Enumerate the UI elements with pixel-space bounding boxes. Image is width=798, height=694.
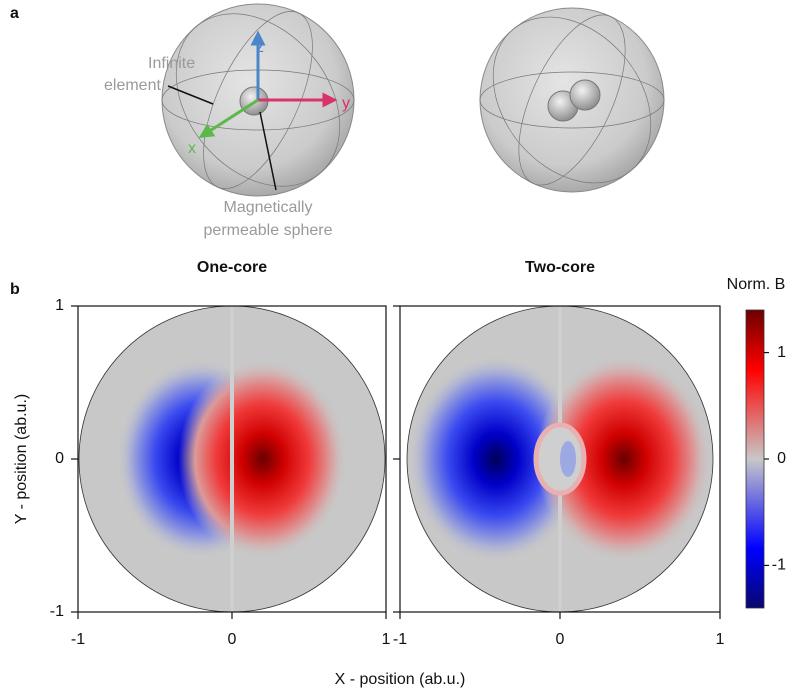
- colorbar-tick-label: 1: [777, 344, 786, 361]
- colorbar-tick-label: -1: [772, 557, 786, 574]
- x-tick-label: 0: [228, 631, 237, 648]
- y-tick-label: -1: [50, 603, 64, 620]
- x-axis-label: X - position (ab.u.): [335, 671, 466, 688]
- figure: a z y x Infinite element Magnetically pe…: [0, 0, 798, 694]
- axis-name: x: [188, 140, 196, 157]
- y-axis-label: Y - position (ab.u.): [13, 394, 30, 524]
- x-tick-label: 0: [556, 631, 565, 648]
- panel-label: a: [10, 5, 19, 22]
- x-tick-label: 1: [716, 631, 725, 648]
- colorbar-tick-label: 0: [777, 450, 786, 467]
- annotation: Magnetically: [224, 199, 313, 216]
- sphere-one: [143, 0, 374, 219]
- field-map: [407, 306, 713, 612]
- colorbar: [746, 310, 764, 608]
- core-field: [560, 441, 576, 477]
- axis-name: z: [256, 39, 264, 56]
- annotation: Infinite: [148, 55, 195, 72]
- x-tick-label: -1: [71, 631, 85, 648]
- x-tick-label: -1: [393, 631, 407, 648]
- field-zero: [230, 306, 234, 612]
- y-tick-label: 0: [55, 450, 64, 467]
- field-map: [79, 306, 385, 612]
- plot-title: One-core: [197, 259, 267, 276]
- colorbar-title: Norm. B: [727, 276, 786, 293]
- plot-title: Two-core: [525, 259, 595, 276]
- x-tick-label: 1: [382, 631, 391, 648]
- sphere-two: [461, 0, 683, 214]
- axis-name: y: [342, 95, 350, 112]
- panel-label: b: [10, 281, 20, 298]
- annotation: permeable sphere: [204, 222, 333, 239]
- annotation: element: [104, 77, 161, 94]
- y-tick-label: 1: [55, 297, 64, 314]
- field-positive: [178, 359, 347, 559]
